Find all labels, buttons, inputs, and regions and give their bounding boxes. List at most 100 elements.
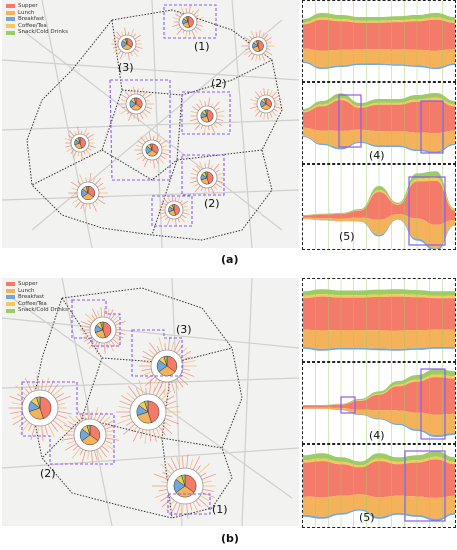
pie-slice	[166, 355, 178, 373]
map-b-label-3: (3)	[176, 323, 192, 336]
pie-glyph	[151, 454, 217, 519]
stream-panel-a3: (5)	[302, 164, 456, 250]
legend-item: Coffee/Tea	[6, 23, 68, 30]
pie-glyph	[189, 97, 225, 135]
stream-highlight-box	[408, 176, 446, 246]
legend-item: Breakfast	[6, 294, 68, 301]
legend-item: Snack/Cold Drinks	[6, 29, 68, 36]
pie-slice	[86, 424, 91, 436]
pie-glyph	[68, 172, 108, 213]
map-a	[2, 0, 299, 248]
stream-b1-canvas	[303, 279, 455, 361]
stream-b3-label: (5)	[359, 511, 375, 524]
legend-item: Supper	[6, 281, 68, 288]
stream-highlight-box	[420, 368, 446, 440]
map-a-label-2-bottom: (2)	[204, 197, 220, 210]
pie-glyph	[249, 88, 282, 120]
map-b-label-1: (1)	[212, 503, 228, 516]
legend-label-breakfast: Breakfast	[18, 16, 45, 23]
legend-item: Supper	[6, 3, 68, 10]
pie-slice	[181, 474, 186, 487]
legend-swatch-lunch	[6, 288, 15, 293]
pie-slice	[124, 38, 128, 45]
stream-highlight-box	[340, 396, 356, 414]
legend-swatch-breakfast	[6, 17, 15, 22]
pie-slice	[102, 321, 112, 338]
stream-layer	[303, 61, 455, 69]
legend-label-coffee: Coffee/Tea	[18, 22, 47, 29]
pie-glyph	[111, 27, 143, 61]
pie-glyph	[64, 126, 96, 160]
stream-a2-label: (4)	[369, 149, 385, 162]
pie-glyph	[117, 86, 154, 122]
stream-panel-a1	[302, 0, 456, 82]
legend-label-supper: Supper	[18, 3, 38, 9]
pie-slice	[77, 137, 81, 144]
stream-b3-canvas	[303, 445, 455, 527]
legend-item: Lunch	[6, 10, 68, 17]
pie-glyph	[8, 375, 73, 441]
stream-panel-b3: (5)	[302, 444, 456, 528]
pie-slice	[206, 109, 214, 123]
caption-b: (b)	[221, 532, 239, 545]
pie-slice	[185, 16, 189, 23]
legend-item: Snack/Cold Drinks	[6, 307, 68, 314]
pie-glyph	[189, 159, 225, 197]
stream-panel-b2: (4)	[302, 362, 456, 444]
stream-highlight-box	[420, 100, 444, 154]
legend-swatch-supper	[6, 282, 15, 287]
pie-slice	[206, 171, 214, 185]
pie-slice	[85, 185, 89, 194]
pie-slice	[173, 204, 180, 216]
stream-panel-a2: (4)	[302, 82, 456, 164]
stream-a1-canvas	[303, 1, 455, 81]
pie-slice	[257, 40, 264, 52]
legend-label-lunch: Lunch	[18, 9, 35, 16]
legend-item: Coffee/Tea	[6, 301, 68, 308]
legend-swatch-coffee	[6, 24, 15, 29]
map-a-canvas	[2, 0, 299, 248]
pie-slice	[163, 355, 168, 367]
stream-b2-canvas	[303, 363, 455, 443]
map-b	[2, 278, 299, 526]
legend-b: Supper Lunch Breakfast Coffee/Tea Snack/…	[6, 281, 68, 314]
stream-layer	[303, 171, 455, 216]
legend-swatch-lunch	[6, 10, 15, 15]
pie-glyph	[134, 131, 170, 169]
stream-b2-label: (4)	[369, 429, 385, 442]
legend-label-snack: Snack/Cold Drinks	[18, 29, 68, 36]
pie-glyph	[158, 193, 190, 227]
pie-slice	[100, 321, 104, 331]
legend-label-lunch: Lunch	[18, 287, 35, 294]
pie-slice	[89, 424, 101, 442]
pie-glyph	[115, 378, 182, 445]
legend-item: Breakfast	[6, 16, 68, 23]
pie-slice	[171, 204, 175, 211]
pie-slice	[255, 40, 259, 47]
stream-highlight-box	[404, 450, 446, 522]
pie-slice	[79, 137, 86, 149]
pie-glyph	[61, 405, 120, 464]
pie-slice	[204, 171, 208, 179]
legend-swatch-snack	[6, 308, 15, 313]
map-b-label-2: (2)	[40, 467, 56, 480]
pie-slice	[36, 396, 41, 409]
stream-a3-canvas	[303, 165, 455, 249]
legend-label-snack: Snack/Cold Drinks	[18, 307, 68, 314]
legend-swatch-breakfast	[6, 295, 15, 300]
legend-label-supper: Supper	[18, 281, 38, 287]
pie-slice	[184, 474, 197, 493]
legend-swatch-coffee	[6, 302, 15, 307]
pie-glyph	[139, 336, 197, 396]
stream-highlight-box	[338, 94, 362, 148]
map-a-label-2-top: (2)	[211, 77, 227, 90]
pie-slice	[144, 400, 149, 413]
pie-glyph	[79, 306, 126, 354]
stream-layer	[303, 177, 455, 216]
legend-item: Lunch	[6, 288, 68, 295]
pie-slice	[204, 109, 208, 117]
pie-slice	[39, 396, 52, 419]
map-b-canvas	[2, 278, 299, 526]
pie-slice	[133, 97, 137, 105]
map-a-label-3: (3)	[118, 61, 134, 74]
